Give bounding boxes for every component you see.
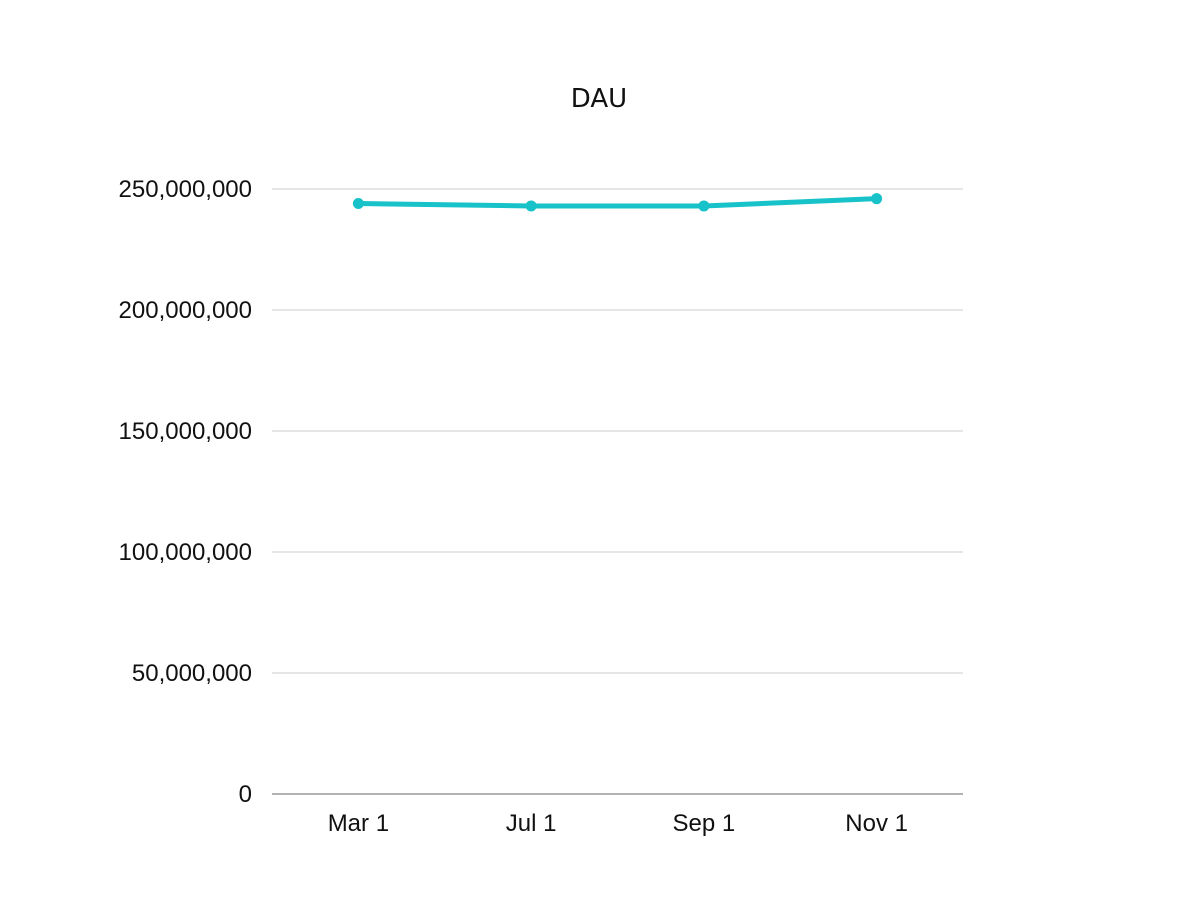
x-axis-tick-labels: Mar 1 Jul 1 Sep 1 Nov 1 [328, 810, 908, 837]
chart-title: DAU [571, 84, 627, 114]
y-tick-label: 50,000,000 [132, 660, 252, 687]
x-tick-label: Nov 1 [845, 810, 908, 837]
series-line [355, 196, 880, 209]
gridlines [272, 188, 963, 795]
x-tick-label: Mar 1 [328, 810, 389, 837]
y-tick-label: 200,000,000 [119, 297, 252, 324]
data-point [352, 198, 364, 210]
y-tick-label: 250,000,000 [119, 176, 252, 203]
x-tick-label: Sep 1 [673, 810, 736, 837]
data-point [698, 200, 710, 212]
y-tick-label: 0 [239, 781, 252, 808]
y-tick-label: 150,000,000 [119, 418, 252, 445]
y-axis-tick-labels: 0 50,000,000 100,000,000 150,000,000 200,000… [119, 176, 252, 808]
series-layer [352, 193, 883, 212]
x-tick-label: Jul 1 [506, 810, 557, 837]
data-point [525, 200, 537, 212]
y-tick-label: 100,000,000 [119, 539, 252, 566]
data-point [871, 193, 883, 205]
